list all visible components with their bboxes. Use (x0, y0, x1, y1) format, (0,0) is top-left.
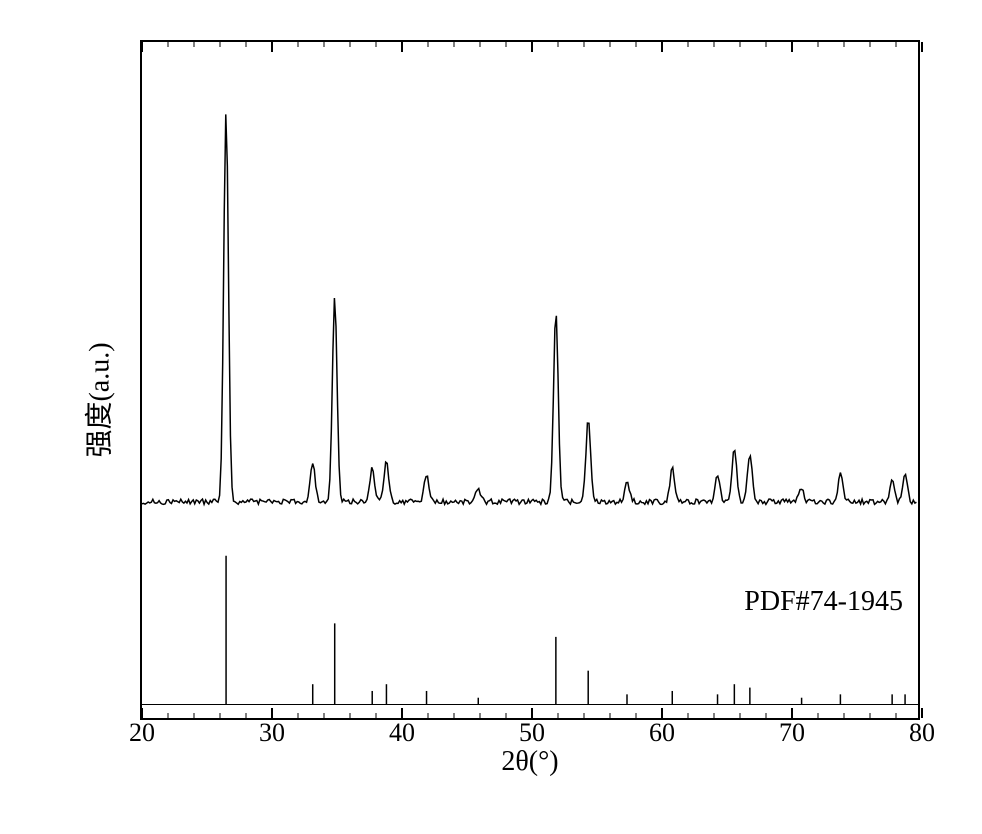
plot-area: 20304050607080 PDF#74-1945 2θ(°) (140, 40, 920, 720)
xrd-pattern (142, 114, 916, 504)
x-tick-label: 20 (129, 718, 155, 748)
x-tick-label: 30 (259, 718, 285, 748)
x-axis-label: 2θ(°) (501, 746, 558, 778)
x-tick-label: 50 (519, 718, 545, 748)
x-tick-label: 60 (649, 718, 675, 748)
x-tick-label: 70 (779, 718, 805, 748)
pdf-annotation: PDF#74-1945 (744, 586, 903, 618)
x-tick-label: 80 (909, 718, 935, 748)
y-axis-label: 强度(a.u.) (78, 342, 118, 457)
xrd-chart: 强度(a.u.) 20304050607080 PDF#74-1945 2θ(°… (90, 30, 940, 770)
reference-pattern (142, 556, 918, 705)
x-tick-label: 40 (389, 718, 415, 748)
